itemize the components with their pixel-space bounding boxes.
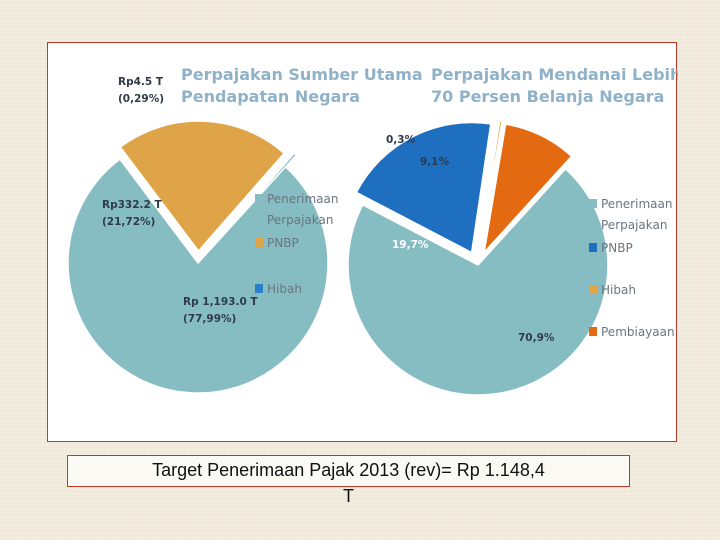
caption-box: Target Penerimaan Pajak 2013 (rev)= Rp 1… (67, 455, 630, 487)
chart-canvas: Perpajakan Sumber Utama Pendapatan Negara… (67, 65, 678, 396)
chart-1-legend-label-2: PNBP (267, 236, 299, 250)
chart-2-legend-label-3: Hibah (601, 283, 636, 297)
chart-1-legend-swatch-1 (255, 194, 263, 203)
chart-1-data-label-penerimaan-perpajakan: (77,99%) (183, 313, 236, 325)
chart-1-title-line-1: Perpajakan Sumber Utama (181, 65, 423, 84)
chart-2-legend-label-1: Perpajakan (601, 218, 667, 232)
chart-2-legend-label-1: Penerimaan (601, 197, 672, 211)
chart-1-data-label-hibah: (0,29%) (118, 93, 164, 105)
chart-2-title-line-1: Perpajakan Mendanai Lebih dari (431, 65, 678, 84)
chart-1-data-label-hibah: Rp4.5 T (118, 76, 164, 88)
chart-1-slice-pnbp (119, 120, 286, 253)
chart-1-slice-hibah (208, 152, 298, 252)
chart-2-data-label-pembiayaan: 9,1% (420, 156, 450, 168)
caption-line-2: T (343, 486, 354, 506)
chart-1-legend-label-1: Perpajakan (267, 213, 333, 227)
chart-2-data-label-pnbp: 19,7% (392, 239, 429, 251)
chart-2-legend-swatch-2 (589, 243, 597, 252)
chart-1-legend-label-1: Penerimaan (267, 192, 338, 206)
chart-2-slice-pnbp (355, 121, 492, 254)
chart-2-data-label-hibah: 0,3% (386, 134, 416, 146)
chart-panel: Perpajakan Sumber Utama Pendapatan Negara… (47, 42, 678, 442)
chart-1-legend-swatch-3 (255, 284, 263, 293)
chart-2-title-line-2: 70 Persen Belanja Negara (431, 87, 664, 106)
chart-1-data-label-pnbp: (21,72%) (102, 216, 155, 228)
chart-1-legend-label-3: Hibah (267, 282, 302, 296)
chart-2-slice-penerimaan-perpajakan (347, 167, 609, 396)
chart-2-data-label-penerimaan-perpajakan: 70,9% (518, 332, 555, 344)
chart-2-slice-hibah (479, 119, 503, 250)
chart-1-data-label-penerimaan-perpajakan: Rp 1,193.0 T (183, 296, 258, 308)
chart-2-slice-pembiayaan (482, 123, 573, 255)
chart-1-title-line-2: Pendapatan Negara (181, 87, 360, 106)
chart-2-legend-swatch-3 (589, 285, 597, 294)
caption-line-1: Target Penerimaan Pajak 2013 (rev)= Rp 1… (152, 460, 545, 480)
chart-2-legend-swatch-1 (589, 199, 597, 208)
chart-1-data-label-pnbp: Rp332.2 T (102, 199, 162, 211)
chart-2-legend-swatch-4 (589, 327, 597, 336)
chart-1-slice-penerimaan-perpajakan (67, 158, 329, 394)
chart-2-legend-label-4: Pembiayaan (601, 325, 675, 339)
chart-1-legend-swatch-2 (255, 238, 263, 247)
chart-2-legend-label-2: PNBP (601, 241, 633, 255)
